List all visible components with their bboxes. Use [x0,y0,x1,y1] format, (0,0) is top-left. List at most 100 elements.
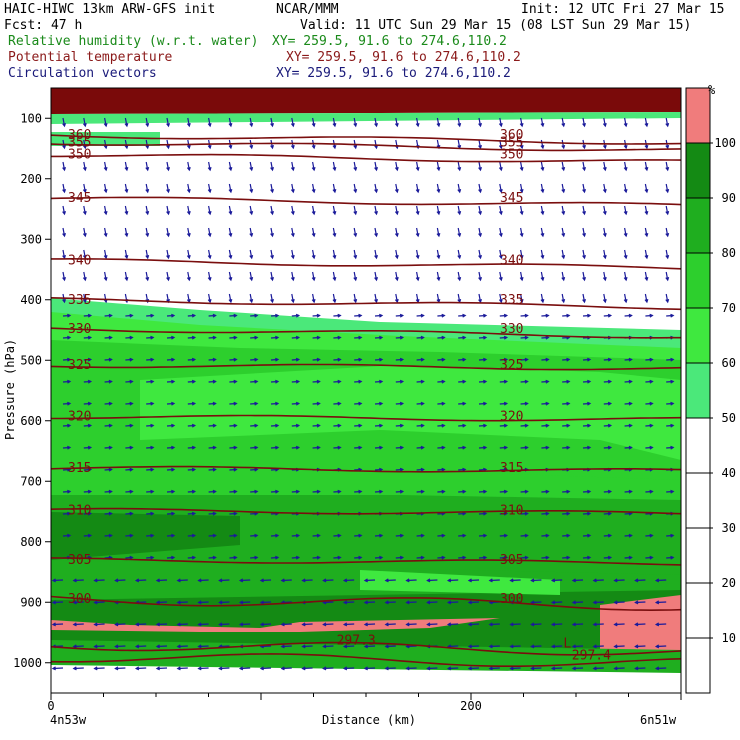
colorbar-swatch [686,638,710,693]
wind-vector [291,335,301,340]
wind-vector [644,117,649,128]
wind-vector [519,205,524,216]
wind-vector [208,379,217,384]
isentrope-345 [51,196,681,206]
wind-vector [458,489,467,494]
wind-vector [623,205,628,216]
wind-vector [250,467,259,472]
wind-vector [405,622,417,627]
wind-vector [166,183,170,194]
wind-vector [333,401,342,406]
wind-vector [208,489,217,494]
wind-vector [582,117,586,128]
wind-vector [312,489,321,494]
wind-vector [645,555,654,560]
wind-vector [624,555,633,560]
wind-vector [229,357,238,362]
wind-vector [103,271,108,282]
wind-vector [416,445,425,450]
header-title: HAIC-HIWC 13km ARW-GFS init [4,2,215,17]
isentrope-360 [51,134,681,145]
wind-vector [624,489,633,494]
wind-vector [644,249,649,260]
wind-vector [146,467,155,472]
wind-vector [51,666,64,671]
wind-vector [499,533,509,538]
wind-vector [384,622,396,627]
wind-vector [82,117,87,128]
wind-vector [436,205,441,216]
wind-vector [146,555,155,560]
wind-vector [592,600,604,605]
wind-vector [176,644,188,649]
wind-vector [498,293,503,304]
wind-vector [166,335,176,340]
wind-vector [208,445,217,450]
wind-vector [229,489,238,494]
wind-vector [415,183,420,194]
wind-vector [166,401,176,406]
wind-vector [571,600,584,605]
wind-vector [394,227,399,238]
wind-vector [602,117,607,128]
wind-vector [634,666,646,671]
wind-vector [603,489,613,494]
wind-vector [82,205,87,216]
wind-vector [155,644,168,649]
wind-vector [478,271,482,282]
wind-vector [520,379,529,384]
wind-vector [82,271,87,282]
wind-vector [478,489,488,494]
wind-vector [488,644,500,649]
colorbar-swatch [686,143,710,198]
wind-vector [540,117,545,128]
wind-vector [145,271,150,282]
wind-vector [83,489,93,494]
wind-vector [488,666,500,671]
wind-vector [229,533,238,538]
wind-vector [509,644,521,649]
wind-vector [498,271,503,282]
wind-vector [415,161,420,172]
wind-vector [229,313,238,318]
wind-vector [93,600,105,605]
wind-vector [644,161,649,172]
field1-name: Relative humidity (w.r.t. water) [8,34,258,49]
wind-vector [363,666,376,671]
wind-vector [322,644,334,649]
wind-vector [478,533,488,538]
wind-vector [82,139,87,150]
wind-vector [395,489,405,494]
wind-vector [561,183,566,194]
wind-vector [332,183,337,194]
wind-vector [187,357,197,362]
wind-vector [270,227,274,238]
wind-vector [541,357,550,362]
wind-vector [104,511,113,516]
x-right-label: 6n51w [640,713,677,727]
wind-vector [62,401,72,406]
wind-vector [561,139,566,150]
wind-vector [270,161,274,172]
isentrope-label: 345 [68,191,91,206]
wind-vector [623,249,628,260]
wind-vector [530,578,542,583]
wind-vector [405,600,417,605]
annotation-label: L [563,637,571,652]
wind-vector [83,313,93,318]
wind-vector [374,313,384,318]
wind-vector [520,401,529,406]
wind-vector [145,117,150,128]
wind-vector [342,644,355,649]
wind-vector [134,644,147,649]
wind-vector [363,600,376,605]
isentrope-335 [51,297,681,311]
wind-vector [312,335,321,340]
wind-vector [229,379,238,384]
wind-vector [613,622,625,627]
wind-vector [259,622,272,627]
wind-vector [249,161,254,172]
wind-vector [665,271,670,282]
wind-vector [478,183,482,194]
